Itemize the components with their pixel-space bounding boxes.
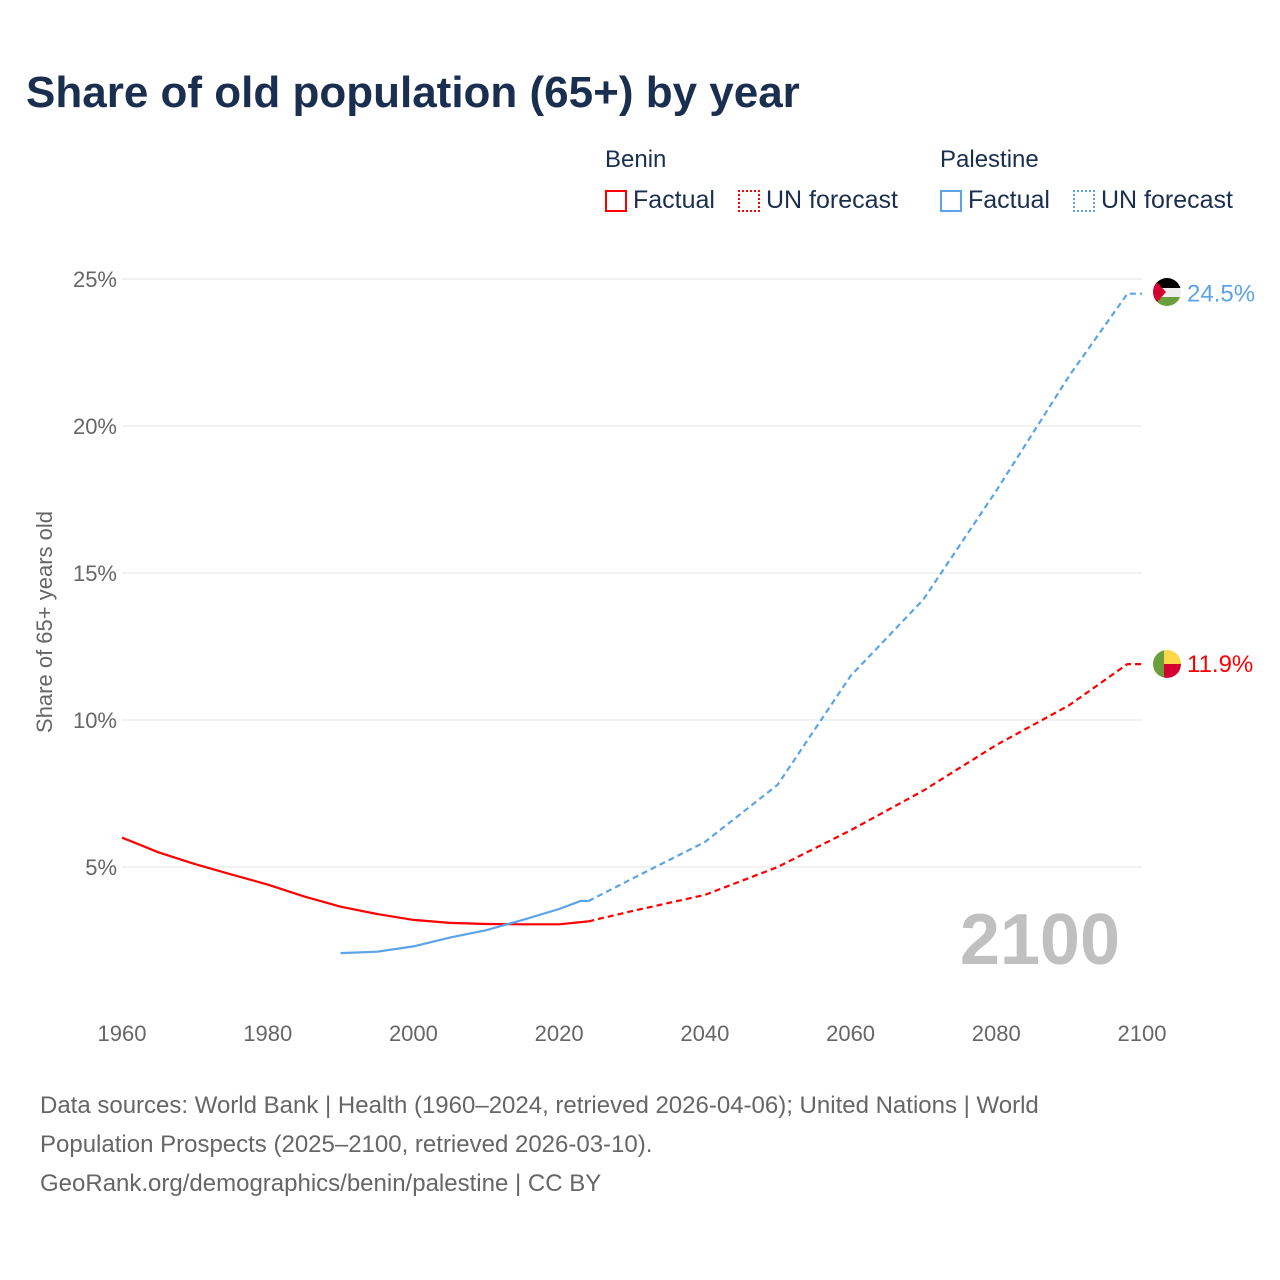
legend-swatch	[738, 189, 760, 212]
footer-sources: Data sources: World Bank | Health (1960–…	[40, 1086, 1240, 1203]
y-tick-label: 15%	[73, 561, 117, 586]
legend-label: Factual	[633, 186, 715, 214]
benin-end-label: 11.9%	[1187, 651, 1253, 678]
footer-link[interactable]: GeoRank.org/demographics/benin/palestine…	[40, 1170, 602, 1197]
benin-factual-line	[121, 836, 589, 926]
palestine-end-label: 24.5%	[1187, 281, 1255, 308]
legend-swatch	[940, 189, 962, 212]
x-tick-label: 2060	[826, 1021, 875, 1046]
footer-line: Population Prospects (2025–2100, retriev…	[40, 1131, 653, 1158]
legend-group-benin: Benin	[605, 146, 667, 173]
palestine-factual-line	[340, 899, 589, 955]
legend-swatch	[1073, 189, 1095, 212]
palestine-forecast-line	[587, 292, 1142, 903]
legend-label: UN forecast	[1101, 186, 1233, 214]
benin-forecast-line	[588, 663, 1142, 923]
y-tick-label: 20%	[73, 414, 117, 439]
x-tick-label: 2040	[680, 1021, 729, 1046]
footer-line: Data sources: World Bank | Health (1960–…	[40, 1092, 1039, 1119]
legend-palestine-factual[interactable]: Factual	[940, 186, 1050, 215]
chart-title: Share of old population (65+) by year	[26, 68, 800, 117]
y-tick-label: 5%	[85, 855, 117, 880]
x-tick-label: 2100	[1118, 1021, 1167, 1046]
legend-palestine-forecast[interactable]: UN forecast	[1073, 186, 1233, 215]
legend-group-palestine: Palestine	[940, 146, 1039, 173]
y-axis-title: Share of 65+ years old	[32, 511, 57, 733]
x-tick-label: 2020	[535, 1021, 584, 1046]
x-tick-label: 1960	[98, 1021, 147, 1046]
y-tick-label: 25%	[73, 267, 117, 292]
y-tick-label: 10%	[73, 708, 117, 733]
year-watermark: 2100	[960, 900, 1120, 980]
legend-label: Factual	[968, 186, 1050, 214]
legend-benin-factual[interactable]: Factual	[605, 186, 715, 215]
legend-swatch	[605, 189, 627, 212]
benin-flag-icon	[1153, 650, 1181, 678]
legend-label: UN forecast	[766, 186, 898, 214]
x-tick-label: 2080	[972, 1021, 1021, 1046]
palestine-flag-icon	[1153, 278, 1181, 306]
x-tick-label: 1980	[243, 1021, 292, 1046]
legend-benin-forecast[interactable]: UN forecast	[738, 186, 898, 215]
line-chart: 25% 20% 15% 10% 5% 1960 1980 2000 2020 2040 2060 20…	[32, 267, 1255, 1046]
x-tick-label: 2000	[389, 1021, 438, 1046]
